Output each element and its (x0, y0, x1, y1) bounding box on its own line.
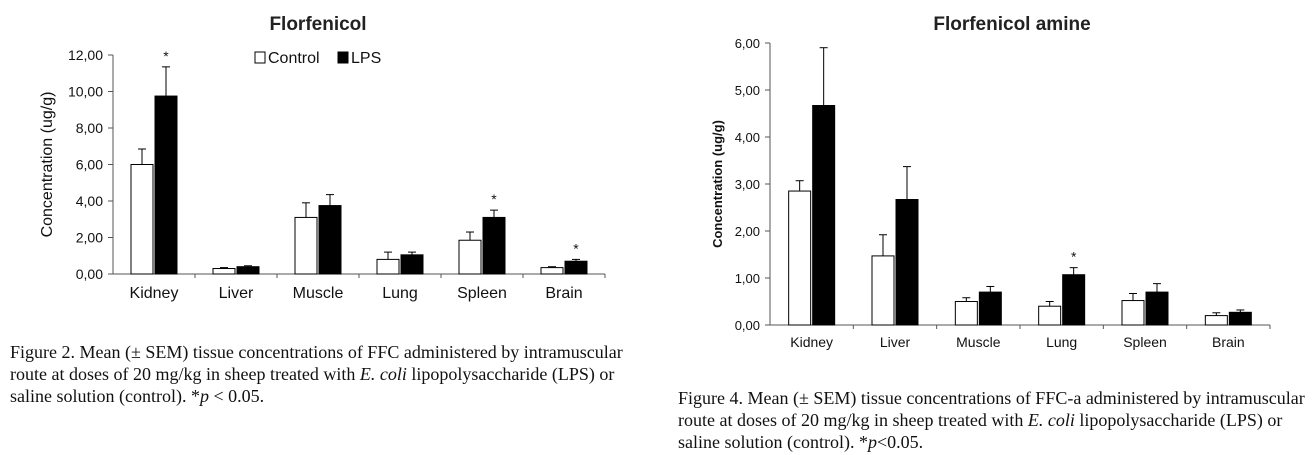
significance-marker: * (163, 48, 169, 64)
x-tick-label: Liver (219, 285, 254, 302)
significance-marker: * (573, 240, 579, 256)
y-axis-label: Concentration (ug/g) (710, 120, 725, 248)
y-tick-label: 10,00 (68, 84, 103, 100)
significance-marker: * (1071, 249, 1077, 265)
y-tick-label: 2,00 (76, 230, 103, 246)
florfenicol-chart: Florfenicol Concentration (ug/g) 0,00 2,00 4… (39, 14, 606, 302)
bar-lps (1228, 311, 1252, 326)
x-tick-label: Lung (382, 285, 418, 302)
legend-label: LPS (351, 50, 381, 67)
x-tick-label: Brain (1212, 334, 1245, 350)
bar-control (540, 267, 564, 275)
caption-organism: E. coli (359, 364, 407, 384)
y-tick-label: 8,00 (76, 120, 103, 136)
legend-swatch-lps (337, 51, 349, 64)
caption-p-symbol: p (199, 386, 209, 406)
x-tick-label: Lung (1046, 334, 1077, 350)
y-tick-label: 4,00 (76, 193, 103, 209)
caption-text: Figure 2. Mean (± SEM) tissue concentrat… (10, 342, 623, 384)
caption-p-value: <0.05. (876, 432, 924, 452)
bar-lps (236, 266, 260, 275)
caption-p-symbol: p (867, 432, 877, 452)
x-tick-label: Spleen (457, 285, 507, 302)
y-tick-label: 4,00 (735, 130, 760, 145)
bar-control (1038, 305, 1062, 326)
caption-text: lipopolysaccharide (LPS) or saline solut… (678, 410, 1283, 452)
x-tick-label: Muscle (956, 334, 1001, 350)
bar-lps (1062, 274, 1086, 326)
x-tick-label: Muscle (293, 285, 344, 302)
bar-lps (400, 254, 424, 275)
bar-control (458, 239, 482, 275)
chart-title: Florfenicol (269, 14, 366, 35)
caption-text: Figure 4. Mean (± SEM) tissue concentrat… (678, 388, 1305, 430)
x-tick-label: Kidney (130, 285, 179, 302)
y-tick-label: 2,00 (735, 224, 760, 239)
y-tick-label: 0,00 (735, 318, 760, 333)
y-tick-label: 5,00 (735, 83, 760, 98)
x-tick-label: Kidney (790, 334, 833, 350)
bar-lps (482, 216, 506, 275)
bar-lps (318, 205, 342, 275)
y-tick-label: 0,00 (76, 266, 103, 282)
bar-control (1121, 300, 1145, 326)
bar-control (212, 268, 236, 275)
bar-control (954, 301, 978, 326)
x-tick-label: Spleen (1123, 334, 1167, 350)
bar-control (376, 258, 400, 275)
caption-text: lipopolysaccharide (LPS) or saline solut… (10, 364, 615, 406)
bar-control (788, 190, 812, 326)
bar-control (1204, 315, 1228, 326)
florfenicol-amine-chart: Florfenicol amine Concentration (ug/g) 0,0… (710, 14, 1271, 350)
y-tick-label: 6,00 (76, 157, 103, 173)
y-tick-label: 12,00 (68, 47, 103, 63)
bar-control (871, 255, 895, 326)
bar-lps (1145, 291, 1169, 326)
bar-control (130, 164, 154, 275)
legend-label: Control (268, 50, 320, 67)
caption-organism: E. coli (1027, 410, 1075, 430)
x-tick-label: Liver (880, 334, 911, 350)
bar-lps (812, 105, 836, 326)
bar-lps (978, 291, 1002, 326)
bar-lps (154, 95, 178, 275)
figure-4-caption: Figure 4. Mean (± SEM) tissue concentrat… (678, 387, 1308, 453)
chart-title: Florfenicol amine (933, 14, 1090, 35)
figure-2-caption: Figure 2. Mean (± SEM) tissue concentrat… (10, 341, 640, 407)
legend-swatch-control (254, 51, 266, 64)
caption-p-value: < 0.05. (208, 386, 265, 406)
bar-lps (895, 199, 919, 326)
significance-marker: * (491, 191, 497, 207)
x-tick-label: Brain (545, 285, 582, 302)
y-axis-label: Concentration (ug/g) (39, 92, 56, 238)
y-tick-label: 3,00 (735, 177, 760, 192)
y-tick-label: 1,00 (735, 271, 760, 286)
y-tick-label: 6,00 (735, 36, 760, 51)
bar-control (294, 216, 318, 275)
bar-lps (564, 260, 588, 275)
